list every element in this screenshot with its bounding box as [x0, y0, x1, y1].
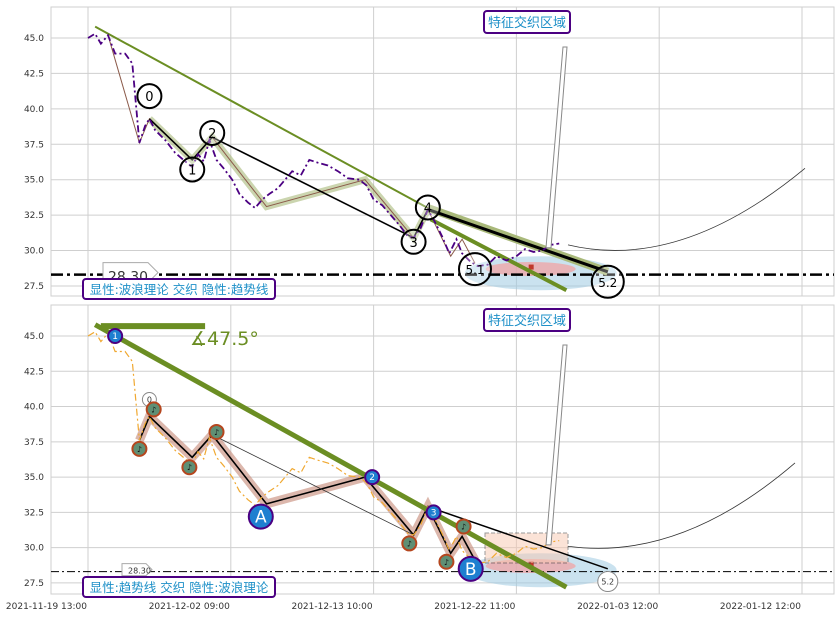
trendline-thick	[93, 322, 568, 590]
y-tick-label: 45.0	[24, 34, 44, 44]
wave-label-4: 4	[424, 201, 432, 216]
wave-label-0: 0	[145, 90, 153, 105]
bottom-panel: 27.5 30.0 32.5 35.0 37.5 40.0 42.5 45.0 2021-11-…	[6, 304, 835, 612]
zone-center-marker	[528, 561, 534, 567]
music-note-glyph: ♪	[214, 428, 219, 437]
music-note-icon	[145, 401, 162, 418]
wave-label-0-circle	[136, 83, 163, 110]
y-tick-label: 40.0	[24, 403, 44, 413]
top-zone-title: 特征交织区域	[483, 10, 571, 34]
x-tick-label: 2021-11-19 13:00	[6, 602, 87, 612]
y-tick-label: 37.5	[24, 140, 44, 150]
wave-label-2-circle	[199, 119, 226, 146]
y-tick-label: 27.5	[24, 282, 44, 292]
trendline-lower	[429, 217, 568, 292]
x-tick-label: 2022-01-12 12:00	[720, 602, 801, 612]
wave-label-1-circle	[107, 328, 124, 344]
wave-label-1-circle	[179, 156, 206, 183]
music-note-glyph: ♪	[444, 558, 449, 567]
music-note-glyph: ♪	[187, 463, 192, 472]
wave-label-A-circle	[247, 503, 274, 530]
music-note-icon	[438, 553, 455, 570]
zigzag-line	[107, 35, 476, 264]
wave-label-5.1: 5.1	[465, 263, 484, 277]
y-tick-label: 32.5	[24, 508, 44, 518]
long-arrow	[545, 46, 568, 249]
x-tick-label: 2021-12-22 11:00	[434, 602, 515, 612]
y-tick-label: 40.0	[24, 105, 44, 115]
music-note-icon	[208, 423, 225, 440]
y-tick-label: 30.0	[24, 247, 44, 257]
plot-area	[50, 6, 835, 297]
music-note-icon	[401, 535, 418, 552]
top-zone-title-text: 特征交织区域	[488, 15, 566, 31]
wave-label-5.2: 5.2	[598, 276, 617, 290]
top-panel: 27.530.032.535.037.540.042.545.028.30012…	[24, 6, 835, 299]
trendline-upper	[94, 25, 429, 209]
wave-label-3-circle	[400, 228, 427, 255]
y-tick-label: 30.0	[24, 544, 44, 554]
wave-label-0: 0	[147, 395, 152, 404]
angle-label: ∡47.5°	[190, 328, 259, 350]
y-tick-label: 27.5	[24, 579, 44, 589]
wave-label-5.2: 5.2	[601, 578, 614, 587]
wave-label-1: 1	[188, 164, 196, 179]
wave-label-4-circle	[414, 194, 441, 221]
y-tick-label: 35.0	[24, 176, 44, 186]
y-tick-label: 35.0	[24, 473, 44, 483]
wave-label-B-circle	[457, 555, 484, 582]
wave-label-5.1-circle	[457, 252, 492, 287]
music-note-icon	[181, 459, 198, 476]
price-line	[87, 32, 560, 268]
wave5-line	[427, 506, 609, 570]
zone-center-marker	[528, 264, 534, 270]
bottom-legend-box: 显性:趋势线 交织 隐性:波浪理论	[82, 576, 276, 598]
y-tick-label: 42.5	[24, 69, 44, 79]
music-note-glyph: ♪	[407, 539, 412, 548]
top-legend-box: 显性:波浪理论 交织 隐性:趋势线	[82, 278, 276, 300]
bottom-legend-text: 显性:趋势线 交织 隐性:波浪理论	[90, 580, 269, 595]
wave-label-A: A	[255, 508, 267, 528]
y-tick-label: 32.5	[24, 211, 44, 221]
y-tick-label: 42.5	[24, 367, 44, 377]
x-tick-label: 2021-12-13 10:00	[291, 602, 372, 612]
x-tick-label: 2022-01-03 12:00	[577, 602, 658, 612]
wave-label-2-circle	[364, 469, 381, 486]
top-legend-text: 显性:波浪理论 交织 隐性:趋势线	[90, 282, 269, 297]
wave-label-3: 3	[431, 508, 437, 518]
projection-curve	[567, 168, 806, 251]
music-note-icon	[131, 440, 148, 457]
wave-label-5.2-circle	[590, 264, 625, 299]
music-note-glyph: ♪	[151, 405, 156, 414]
wave-line	[148, 118, 429, 239]
projection-curve	[567, 462, 796, 549]
level-label: 28.30	[128, 567, 151, 576]
level-arrow-tag	[121, 563, 153, 577]
wave-label-2: 2	[208, 127, 216, 142]
x-tick-label: 2021-12-02 09:00	[149, 602, 230, 612]
bottom-zone-title: 特征交织区域	[483, 308, 571, 332]
wave-label-B: B	[465, 560, 477, 580]
wave-label-1: 1	[112, 332, 118, 342]
long-arrow	[545, 344, 568, 546]
music-note-glyph: ♪	[461, 522, 466, 531]
plot-area	[50, 304, 835, 595]
wave5-line	[427, 208, 609, 274]
wave-label-3: 3	[409, 236, 417, 251]
wave-label-2: 2	[369, 473, 375, 483]
thin-trendline	[212, 434, 414, 536]
music-note-glyph: ♪	[137, 445, 142, 454]
music-note-icon	[455, 518, 472, 535]
y-tick-label: 37.5	[24, 438, 44, 448]
wave-label-3-circle	[425, 504, 442, 521]
wave-label-5.2-circle	[597, 571, 619, 593]
bottom-zone-title-text: 特征交织区域	[488, 313, 566, 329]
y-tick-label: 45.0	[24, 332, 44, 342]
